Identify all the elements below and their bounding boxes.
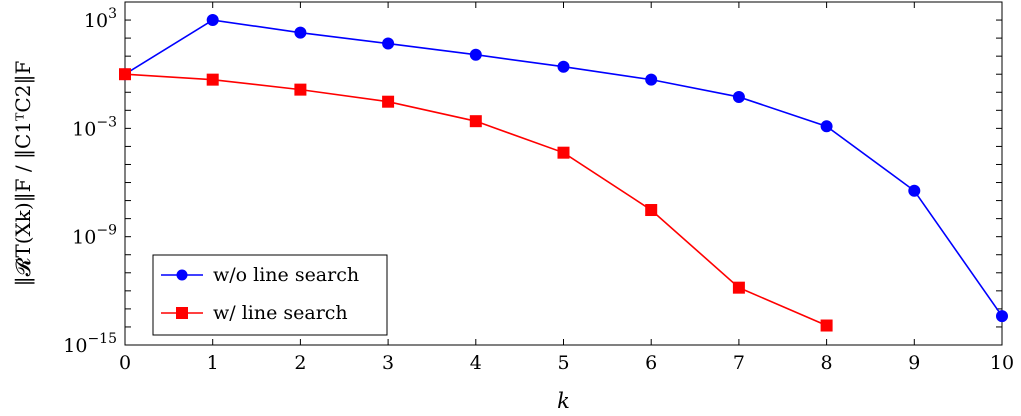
data-point — [119, 68, 131, 81]
series-layer — [119, 14, 1008, 332]
y-tick-label-base: 10 — [72, 227, 96, 249]
legend-marker — [176, 307, 188, 319]
y-tick-label-base: 10 — [72, 118, 96, 140]
data-point — [732, 90, 745, 103]
y-tick-label-exponent: −3 — [96, 114, 117, 130]
data-point — [820, 120, 833, 133]
x-axis: 0 1 2 3 4 5 6 7 8 9 10 — [119, 2, 1014, 374]
data-point — [206, 14, 219, 27]
x-tick-label: 9 — [908, 352, 920, 374]
data-point — [206, 73, 219, 86]
data-point — [645, 204, 658, 217]
data-point — [294, 26, 307, 39]
x-tick-label: 1 — [207, 352, 219, 374]
legend: w/o line search w/ line search — [152, 254, 388, 336]
data-point — [557, 60, 570, 73]
x-tick-label: 3 — [382, 352, 394, 374]
y-tick-label: 10−15 — [63, 331, 117, 357]
y-tick-label-exponent: −9 — [96, 223, 117, 239]
x-tick-label: 0 — [119, 352, 131, 374]
y-tick-label: 103 — [84, 6, 117, 32]
x-tick-label: 10 — [990, 352, 1014, 374]
legend-box — [152, 254, 388, 336]
data-point — [908, 184, 921, 197]
y-tick-label: 10−3 — [72, 114, 117, 140]
data-point — [645, 73, 658, 86]
data-point — [469, 115, 482, 128]
data-point — [294, 83, 307, 96]
data-point — [557, 146, 570, 159]
y-tick-label-base: 10 — [84, 10, 108, 32]
x-tick-label: 4 — [470, 352, 482, 374]
x-tick-label: 2 — [294, 352, 306, 374]
data-point — [732, 281, 745, 294]
x-tick-label: 6 — [645, 352, 657, 374]
y-tick-label-base: 10 — [63, 335, 87, 357]
x-tick-label: 7 — [733, 352, 745, 374]
data-point — [382, 37, 395, 50]
x-axis-title: k — [557, 389, 570, 413]
x-tick-label: 8 — [821, 352, 833, 374]
data-point — [469, 48, 482, 61]
legend-label: w/o line search — [213, 264, 359, 286]
series-1 — [119, 68, 833, 332]
legend-label: w/ line search — [213, 302, 348, 324]
y-tick-label-exponent: −15 — [87, 331, 117, 347]
data-point — [820, 319, 833, 332]
y-axis-title: ‖𝓡T(Xk)‖F / ‖C1ᵀC2‖F — [11, 61, 36, 287]
y-axis-title-text: ‖𝓡T(Xk)‖F / ‖C1ᵀC2‖F — [11, 61, 36, 287]
data-point — [382, 95, 395, 108]
legend-marker — [176, 269, 188, 281]
x-tick-label: 5 — [557, 352, 569, 374]
data-point — [996, 310, 1008, 323]
y-tick-label-exponent: 3 — [108, 6, 117, 22]
y-tick-label: 10−9 — [72, 223, 117, 249]
